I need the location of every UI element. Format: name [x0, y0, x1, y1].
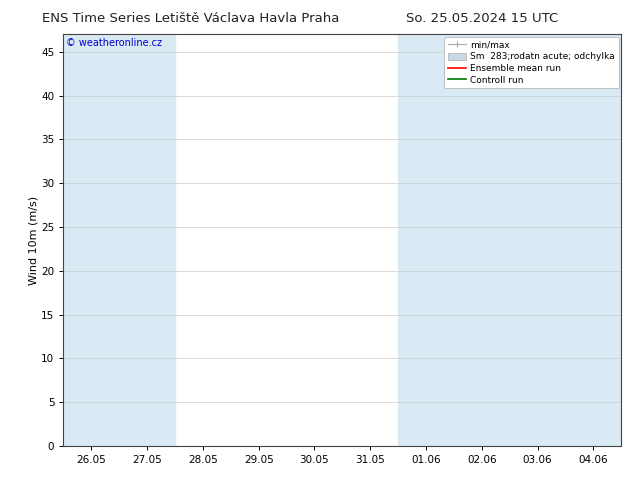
- Text: © weatheronline.cz: © weatheronline.cz: [66, 38, 162, 49]
- Text: So. 25.05.2024 15 UTC: So. 25.05.2024 15 UTC: [406, 12, 558, 25]
- Text: ENS Time Series Letiště Václava Havla Praha: ENS Time Series Letiště Václava Havla Pr…: [41, 12, 339, 25]
- Bar: [63, 34, 119, 446]
- Legend: min/max, Sm  283;rodatn acute; odchylka, Ensemble mean run, Controll run: min/max, Sm 283;rodatn acute; odchylka, …: [444, 37, 619, 88]
- Bar: [398, 34, 510, 446]
- Bar: [119, 34, 175, 446]
- Bar: [510, 34, 621, 446]
- Y-axis label: Wind 10m (m/s): Wind 10m (m/s): [29, 196, 38, 285]
